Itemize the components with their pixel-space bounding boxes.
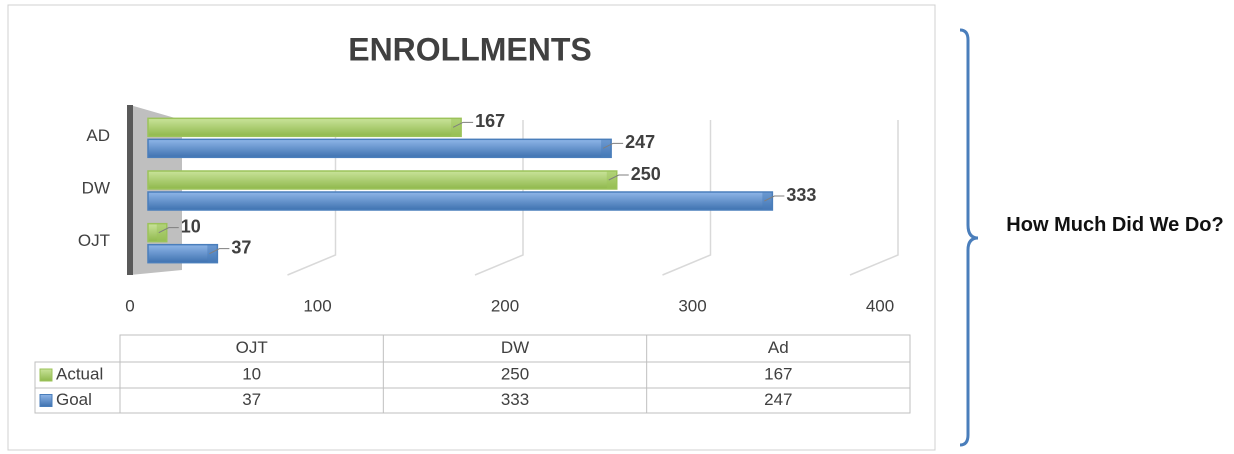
- bar: [147, 243, 219, 264]
- bar-end: [606, 171, 617, 189]
- data-label: 333: [786, 185, 816, 205]
- data-label: 247: [625, 132, 655, 152]
- table-cell: 10: [242, 364, 261, 383]
- data-label: 167: [475, 111, 505, 131]
- table-header: Ad: [768, 338, 789, 357]
- table-cell: 37: [242, 390, 261, 409]
- leader-line: [452, 121, 474, 128]
- leader-line: [608, 174, 629, 181]
- y-tick-label: AD: [86, 126, 110, 145]
- side-label: How Much Did We Do?: [1006, 214, 1224, 236]
- table-cell: 333: [501, 390, 529, 409]
- data-label: 250: [631, 164, 661, 184]
- table-header: OJT: [236, 338, 268, 357]
- bar-end: [451, 118, 462, 137]
- legend-swatch: [39, 394, 53, 407]
- bar: [147, 117, 462, 138]
- bar: [147, 138, 612, 159]
- data-label: 10: [181, 216, 201, 236]
- bar-end: [762, 192, 773, 210]
- leader-line: [209, 248, 230, 255]
- bar: [147, 170, 618, 190]
- leader-line: [602, 142, 624, 149]
- legend-swatch: [39, 368, 53, 382]
- x-tick-label: 0: [125, 296, 134, 315]
- data-label: 37: [231, 237, 251, 257]
- y-tick-label: OJT: [78, 231, 110, 250]
- grid-line: [474, 120, 524, 276]
- y-tick-label: DW: [82, 178, 110, 197]
- grid-line: [287, 120, 337, 276]
- table-cell: 247: [764, 390, 792, 409]
- x-tick-label: 200: [491, 296, 519, 315]
- bar-end: [601, 139, 612, 158]
- bracket: [959, 28, 979, 447]
- table-cell: 167: [764, 364, 792, 383]
- bar: [147, 191, 774, 211]
- table-header: DW: [501, 338, 529, 357]
- x-tick-label: 400: [866, 296, 894, 315]
- legend-label: Goal: [56, 390, 92, 409]
- x-tick-label: 100: [303, 296, 331, 315]
- x-tick-label: 300: [678, 296, 706, 315]
- chart-title: ENROLLMENTS: [348, 31, 592, 67]
- legend-label: Actual: [56, 364, 103, 383]
- leader-line: [764, 195, 785, 202]
- grid-line: [662, 120, 712, 276]
- leader-line: [158, 227, 179, 234]
- table-cell: 250: [501, 364, 529, 383]
- bar-end: [156, 223, 167, 242]
- bar-end: [207, 244, 218, 263]
- grid-line: [849, 120, 899, 276]
- axis-wall: [127, 105, 133, 275]
